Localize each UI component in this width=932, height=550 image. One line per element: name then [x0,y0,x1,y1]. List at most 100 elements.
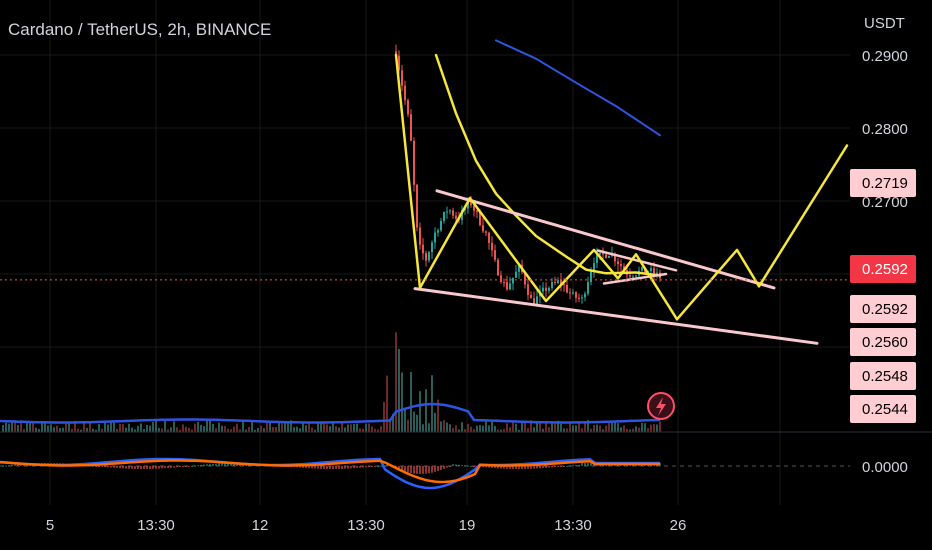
volume-bar [485,421,487,432]
histogram-bar [329,466,331,469]
time-tick-label: 5 [46,517,54,534]
candle-body [563,284,565,286]
candle-body [416,184,418,228]
histogram-bar [575,465,577,467]
volume-bar [446,422,448,432]
volume-bar [239,429,241,432]
volume-bar [194,423,196,432]
candle-body [653,268,655,275]
histogram-bar [572,465,574,467]
histogram-bar [152,466,154,469]
histogram-bar [455,464,457,466]
candle-body [620,264,622,267]
histogram-bar [14,464,16,466]
volume-bar [242,421,244,432]
candle-body [452,210,454,216]
histogram-bar [494,466,496,469]
volume-bar [311,427,313,432]
histogram-bar [98,466,100,467]
volume-bar [467,423,469,432]
volume-bar [344,427,346,432]
histogram-bar [518,466,520,469]
histogram-bar [332,466,334,469]
volume-bar [107,424,109,432]
price-badge-label: 0.2548 [862,368,908,385]
volume-bar [23,429,25,432]
volume-bar [338,427,340,432]
time-tick-label: 26 [670,517,687,534]
volume-bar [554,423,556,432]
signal-line [0,459,660,484]
histogram-bar [362,466,364,468]
candle-body [455,215,457,219]
volume-bar [260,425,262,432]
volume-bar [419,391,421,432]
histogram-bar [338,466,340,469]
volume-bar [56,425,58,432]
volume-bar [149,425,151,432]
histogram-bar [317,466,319,469]
time-axis[interactable]: 5 13:30 12 13:30 19 13:30 26 [46,517,687,534]
histogram-bar [563,466,565,467]
histogram-bar [398,466,400,470]
histogram-bar [578,464,580,466]
volume-bar [233,426,235,432]
candle-body [629,275,631,277]
volume-bar [578,423,580,432]
candle-body [614,253,616,262]
volume-bar [341,422,343,432]
histogram-bar [503,466,505,469]
volume-bar [650,424,652,432]
histogram-bar [212,463,214,466]
histogram-bar [299,466,301,468]
candle-body [545,287,547,291]
volume-bar [350,424,352,432]
candle-body [656,272,658,275]
volume-bar [41,421,43,432]
volume-bar [17,425,19,432]
candle-body [434,232,436,243]
volume-bar [647,428,649,432]
candle-body [485,231,487,233]
volume-bar [95,429,97,432]
volume-bar [314,429,316,432]
volume-bar [20,420,22,432]
histogram-bar [230,463,232,466]
histogram-bar [164,466,166,469]
histogram-bar [155,466,157,469]
histogram-bar [191,465,193,467]
volume-bar [26,421,28,432]
volume-bar [14,420,16,432]
histogram-bar [473,466,475,467]
candle-body [599,252,601,255]
volume-bar [5,422,7,432]
time-tick-label: 12 [252,517,269,534]
histogram-bar [548,466,550,468]
lightning-icon[interactable] [647,392,675,420]
histogram-bar [140,466,142,469]
volume-bar [224,426,226,432]
histogram-bar [353,466,355,469]
volume-bar [164,420,166,432]
histogram-bar [320,466,322,469]
volume-bar [659,421,661,432]
histogram-bar [143,466,145,469]
candle-body [497,259,499,276]
histogram-bar [488,466,490,468]
candle-body [572,292,574,294]
volume-bar [398,348,400,432]
volume-bar [416,414,418,432]
volume-bar [11,421,13,432]
volume-bar [65,421,67,432]
volume-bar [392,414,394,432]
candle-body [527,284,529,295]
volume-bar [32,422,34,432]
price-axis[interactable]: 0.2900 0.2800 0.2700 0.2719 0.2592 0.2592 0.25… [850,0,932,476]
volume-bar [389,418,391,432]
histogram-bar [539,466,541,469]
symbol-title: Cardano / TetherUS, 2h, BINANCE [8,20,272,39]
volume-bar [221,425,223,432]
candle-body [425,253,427,261]
histogram-bar [158,466,160,469]
